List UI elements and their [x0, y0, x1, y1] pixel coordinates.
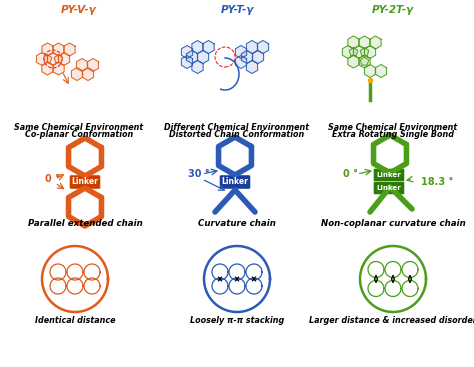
Text: Larger distance & increased disorder: Larger distance & increased disorder — [309, 316, 474, 325]
FancyBboxPatch shape — [219, 175, 250, 189]
Polygon shape — [348, 55, 359, 68]
Text: Linker: Linker — [377, 185, 401, 191]
Polygon shape — [87, 58, 99, 72]
Polygon shape — [58, 52, 70, 65]
Polygon shape — [82, 68, 94, 80]
Polygon shape — [186, 51, 198, 63]
Polygon shape — [36, 52, 47, 65]
Polygon shape — [349, 47, 358, 56]
Polygon shape — [203, 40, 214, 54]
Text: 18.3 °: 18.3 ° — [421, 177, 453, 187]
Polygon shape — [192, 40, 203, 54]
Text: Co-planar Conformation: Co-planar Conformation — [25, 130, 133, 139]
Polygon shape — [197, 51, 209, 63]
Polygon shape — [42, 62, 53, 75]
Polygon shape — [53, 43, 64, 56]
Polygon shape — [76, 58, 88, 72]
Polygon shape — [54, 55, 63, 63]
Polygon shape — [257, 40, 269, 54]
Polygon shape — [348, 36, 359, 49]
Text: Extra Rotating Single Bond: Extra Rotating Single Bond — [332, 130, 454, 139]
FancyBboxPatch shape — [70, 175, 100, 189]
FancyBboxPatch shape — [374, 168, 404, 182]
Polygon shape — [246, 61, 258, 73]
Text: Parallel extended chain: Parallel extended chain — [27, 219, 142, 228]
Text: Linker: Linker — [377, 172, 401, 178]
Polygon shape — [42, 43, 53, 56]
Polygon shape — [182, 55, 192, 69]
Text: PY-V-γ: PY-V-γ — [61, 5, 97, 15]
Polygon shape — [192, 61, 203, 73]
Text: Loosely π-π stacking: Loosely π-π stacking — [190, 316, 284, 325]
Polygon shape — [252, 51, 264, 63]
Text: 30 °: 30 ° — [188, 169, 210, 179]
Polygon shape — [241, 51, 253, 63]
Polygon shape — [246, 40, 258, 54]
Polygon shape — [365, 65, 375, 77]
Polygon shape — [53, 62, 64, 75]
Text: Linker: Linker — [221, 178, 248, 186]
Polygon shape — [359, 36, 370, 49]
Polygon shape — [64, 43, 75, 56]
Text: Same Chemical Environment: Same Chemical Environment — [328, 123, 457, 132]
Text: Identical distance: Identical distance — [35, 316, 115, 325]
Text: Curvature chain: Curvature chain — [198, 219, 276, 228]
Text: Linker: Linker — [72, 178, 99, 186]
Text: Same Chemical Environment: Same Chemical Environment — [14, 123, 144, 132]
Polygon shape — [43, 55, 52, 63]
Polygon shape — [360, 57, 369, 65]
Text: 0 °: 0 ° — [343, 169, 358, 179]
Text: Distorted Chain Conformation: Distorted Chain Conformation — [169, 130, 305, 139]
Polygon shape — [354, 46, 365, 58]
Polygon shape — [375, 65, 387, 77]
Polygon shape — [182, 46, 192, 58]
Text: 0 °: 0 ° — [45, 174, 60, 184]
Polygon shape — [370, 36, 381, 49]
Polygon shape — [47, 52, 59, 65]
Polygon shape — [72, 68, 82, 80]
Polygon shape — [236, 55, 246, 69]
Text: Non-coplanar curvature chain: Non-coplanar curvature chain — [320, 219, 465, 228]
Polygon shape — [342, 46, 354, 58]
Polygon shape — [360, 47, 369, 56]
Text: Different Chemical Environment: Different Chemical Environment — [164, 123, 310, 132]
Polygon shape — [365, 46, 375, 58]
Polygon shape — [359, 55, 370, 68]
FancyBboxPatch shape — [374, 182, 404, 195]
Text: PY-T-γ: PY-T-γ — [220, 5, 254, 15]
Text: PY-2T-γ: PY-2T-γ — [372, 5, 414, 15]
Polygon shape — [236, 46, 246, 58]
